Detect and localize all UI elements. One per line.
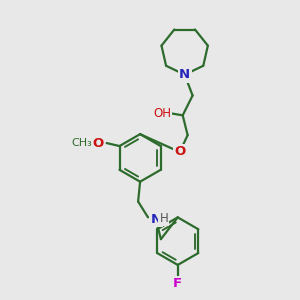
Text: H: H xyxy=(160,212,168,225)
Text: O: O xyxy=(174,146,185,158)
Text: F: F xyxy=(173,277,182,290)
Text: O: O xyxy=(92,136,103,150)
Text: OH: OH xyxy=(153,107,171,120)
Text: N: N xyxy=(179,68,190,81)
Text: N: N xyxy=(150,213,161,226)
Text: CH₃: CH₃ xyxy=(71,138,92,148)
